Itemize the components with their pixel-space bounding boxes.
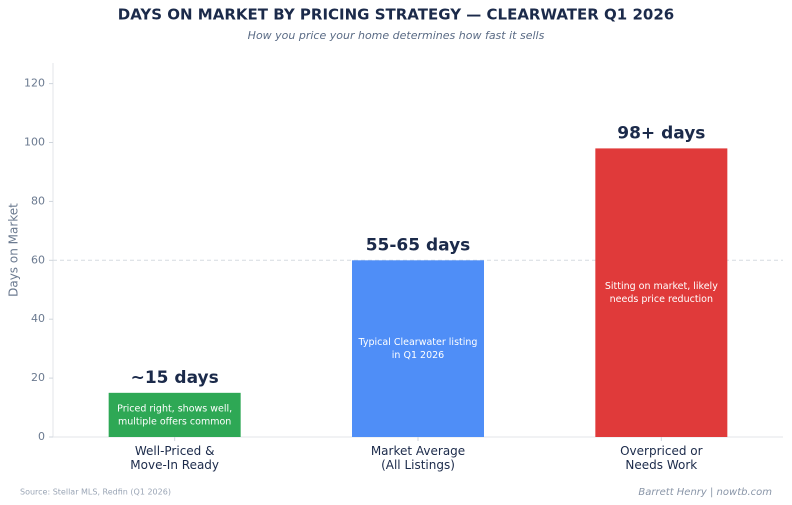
y-tick-label: 40 [31,312,45,325]
bar-note: Sitting on market, likely needs price red… [605,281,718,305]
chart-subtitle: How you price your home determines how f… [248,29,545,42]
bar-note: Typical Clearwater listing in Q1 2026 [358,337,478,361]
value-label: 55-65 days [366,235,471,255]
value-label: ~15 days [131,368,219,388]
y-tick-label: 120 [24,77,45,90]
y-tick-label: 100 [24,136,45,149]
chart-title: DAYS ON MARKET BY PRICING STRATEGY — CLE… [118,6,674,24]
y-tick-label: 60 [31,253,45,266]
y-axis-label: Days on Market [7,203,21,297]
bar [108,392,241,437]
bar [352,260,484,437]
y-tick-label: 20 [31,371,45,384]
credit: Barrett Henry | nowtb.com [638,487,772,498]
source-note: Source: Stellar MLS, Redfin (Q1 2026) [20,488,171,497]
y-tick-label: 0 [38,430,45,443]
y-tick-label: 80 [31,194,45,207]
x-tick-label: Overpriced or Needs Work [620,444,703,472]
x-tick-label: Market Average (All Listings) [371,444,465,472]
value-label: 98+ days [617,123,705,143]
bar [595,148,728,437]
x-tick-label: Well-Priced & Move-In Ready [130,444,219,472]
bar-note: Priced right, shows well, multiple offers… [117,403,232,427]
